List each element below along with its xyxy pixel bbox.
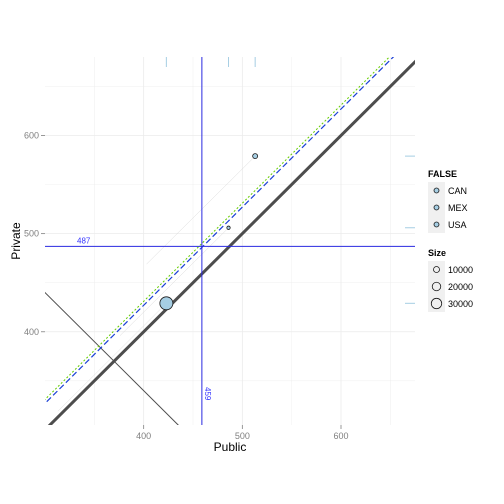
- x-axis-ticks: 400 500 600: [136, 425, 349, 441]
- legend-size-circle: [430, 297, 443, 310]
- range-segment: [57, 303, 167, 412]
- legend-key: [428, 278, 445, 295]
- legend-label-can: CAN: [448, 186, 467, 196]
- y-axis-ticks: 400 500 600: [24, 131, 45, 337]
- legend-point: [433, 187, 440, 194]
- reference-lines: [45, 57, 415, 425]
- legend-size-label: 20000: [448, 282, 473, 292]
- panel-area: [45, 57, 415, 425]
- legend-size-label: 30000: [448, 299, 473, 309]
- fit-dashed-line: [45, 57, 395, 405]
- legend-country-title: FALSE: [428, 169, 457, 179]
- legend-country: FALSE CAN MEX USA: [428, 169, 468, 233]
- negative-line: [45, 291, 179, 425]
- legend-label-mex: MEX: [448, 203, 468, 213]
- rug-marks: [165, 57, 415, 304]
- legend-point: [433, 221, 440, 228]
- vline-label: 459: [203, 387, 212, 401]
- x-tick-label: 500: [235, 431, 250, 441]
- legend-size-label: 10000: [448, 265, 473, 275]
- data-point-mex: [159, 296, 174, 311]
- y-tick-label: 600: [24, 131, 39, 141]
- y-tick-label: 400: [24, 327, 39, 337]
- data-point-can: [252, 153, 259, 160]
- data-points: [159, 153, 259, 311]
- legend-size: Size 10000 20000 30000: [428, 248, 473, 312]
- x-axis-title: Public: [214, 440, 247, 454]
- legend-key: [428, 261, 445, 278]
- x-tick-label: 400: [136, 431, 151, 441]
- y-axis-title: Private: [9, 222, 23, 260]
- legend-key: [428, 295, 445, 312]
- legend-point: [433, 204, 440, 211]
- y-tick-label: 500: [24, 229, 39, 239]
- legend-size-circle: [431, 281, 442, 292]
- legend-size-title: Size: [428, 248, 446, 258]
- hline-label: 487: [77, 236, 91, 245]
- annotations: 487 459: [77, 236, 212, 401]
- legend-size-circle: [433, 266, 440, 273]
- plot-panel: [45, 57, 415, 425]
- legend-label-usa: USA: [448, 220, 467, 230]
- range-segment: [119, 227, 229, 336]
- data-point-usa: [226, 225, 231, 230]
- grid-lines: [45, 57, 415, 425]
- x-tick-label: 600: [333, 431, 348, 441]
